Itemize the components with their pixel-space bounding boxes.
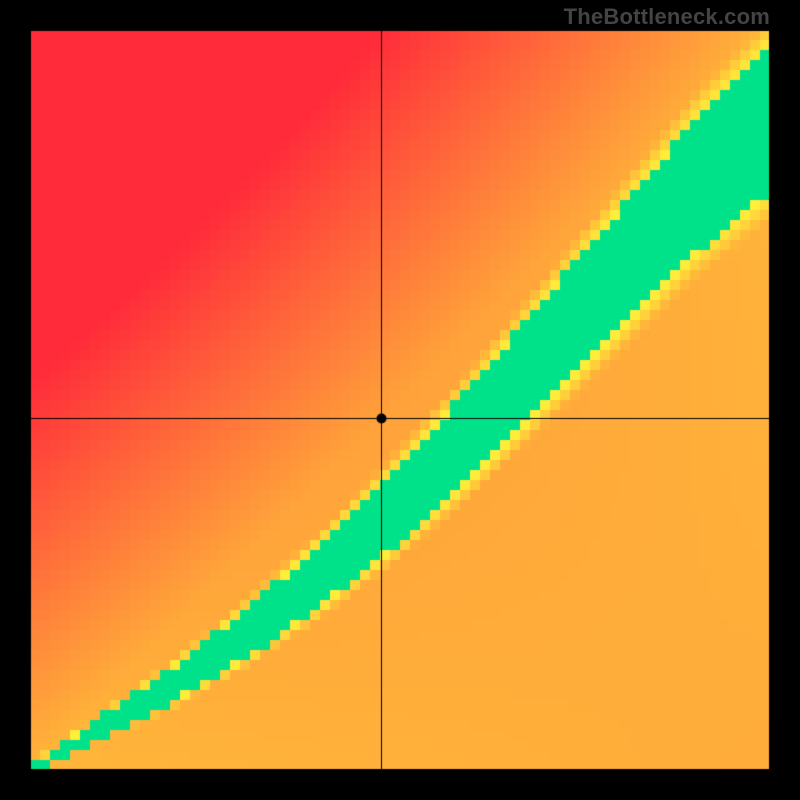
watermark-text: TheBottleneck.com xyxy=(564,4,770,30)
